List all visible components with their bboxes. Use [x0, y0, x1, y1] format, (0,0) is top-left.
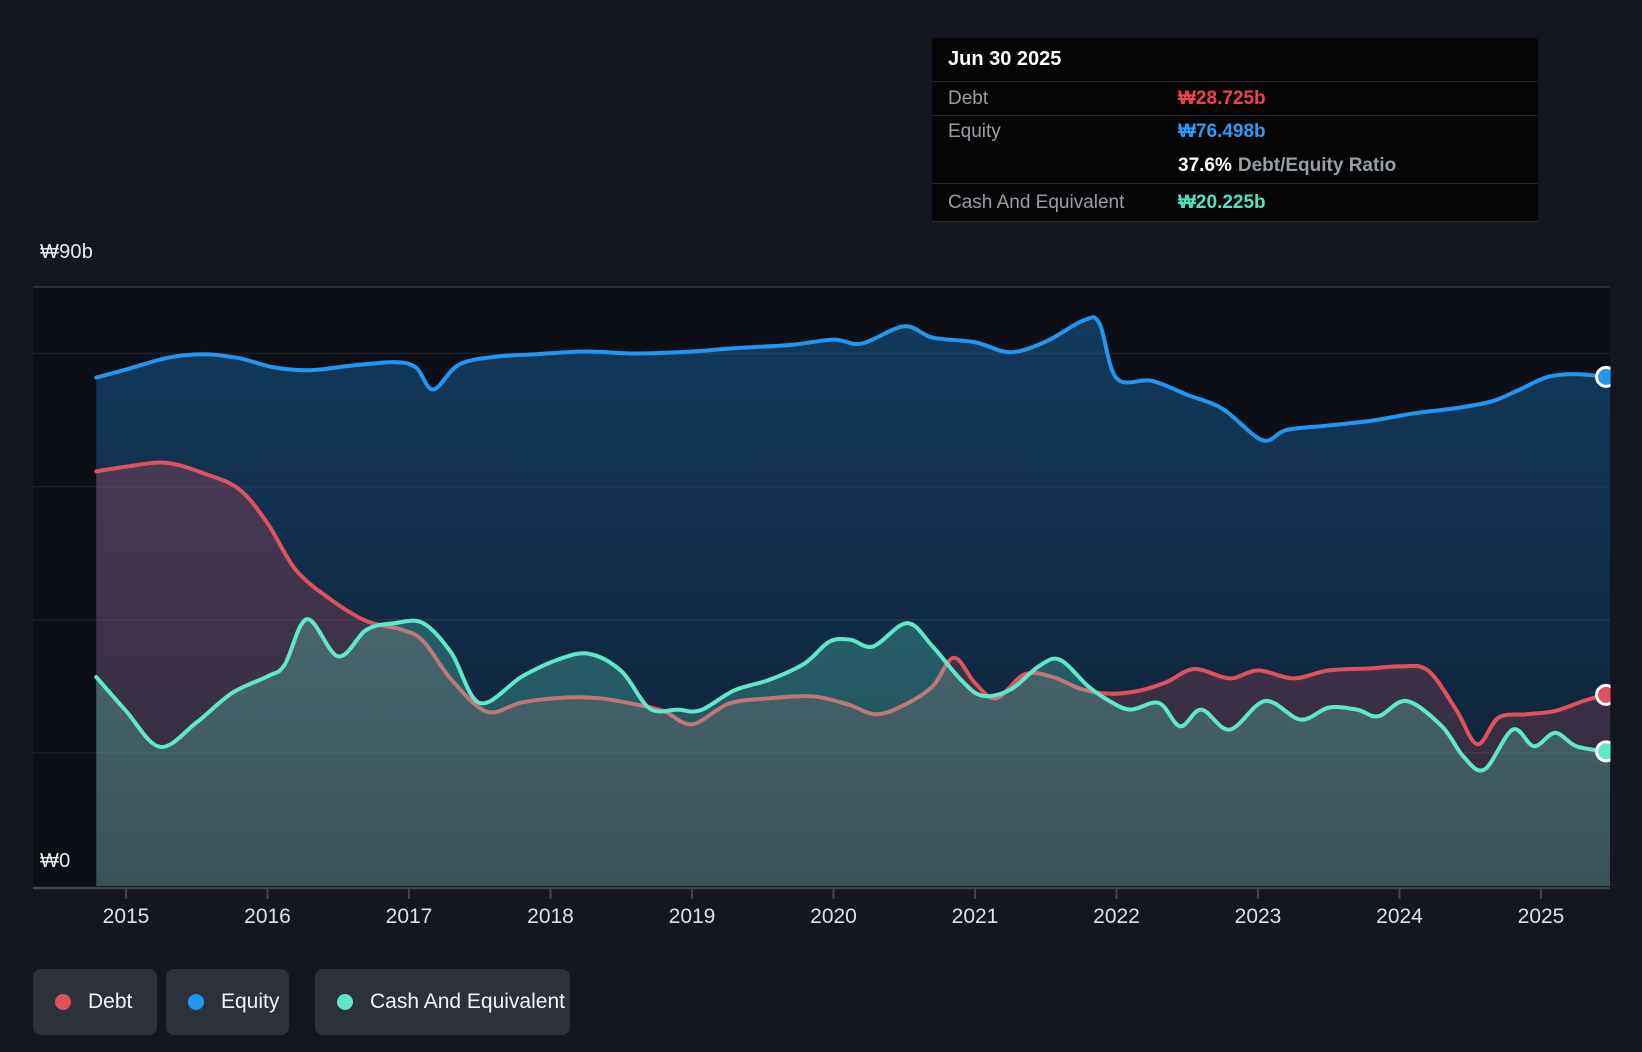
legend-button-equity[interactable]: Equity: [166, 969, 289, 1035]
tooltip-debt-value: ₩28.725b: [1178, 88, 1266, 110]
tooltip-ratio-label: Debt/Equity Ratio: [1238, 155, 1396, 176]
legend-cash-label: Cash And Equivalent: [370, 990, 565, 1014]
tooltip-cash-label: Cash And Equivalent: [948, 192, 1124, 214]
tooltip-debt-label: Debt: [948, 88, 988, 110]
cash-dot-icon: [337, 994, 353, 1010]
legend-button-cash[interactable]: Cash And Equivalent: [315, 969, 570, 1035]
legend-debt-label: Debt: [88, 990, 132, 1014]
x-axis-year-label-2025: 2025: [1518, 905, 1565, 928]
chart-tooltip: Jun 30 2025 Debt ₩28.725b Equity ₩76.498…: [932, 38, 1538, 222]
tooltip-row-ratio: 37.6% Debt/Equity Ratio: [932, 148, 1538, 184]
tooltip-equity-label: Equity: [948, 121, 1001, 143]
tooltip-date: Jun 30 2025: [932, 38, 1538, 82]
x-axis-year-label-2024: 2024: [1376, 905, 1423, 928]
tooltip-row-debt: Debt ₩28.725b: [932, 82, 1538, 116]
x-axis-year-label-2018: 2018: [527, 905, 574, 928]
tooltip-ratio-value: 37.6%: [1178, 155, 1232, 176]
tooltip-cash-value: ₩20.225b: [1178, 192, 1266, 214]
x-axis-year-label-2015: 2015: [103, 905, 150, 928]
debt-dot-icon: [55, 994, 71, 1010]
equity-dot-icon: [188, 994, 204, 1010]
y-axis-label-90b: ₩90b: [40, 241, 93, 264]
stacked-area-chart-page: 2015 2016 2017 2018 2019 2020 2021 2022 2023 2024…: [0, 0, 1642, 1052]
x-axis-year-label-2019: 2019: [669, 905, 716, 928]
tooltip-equity-value: ₩76.498b: [1178, 121, 1266, 143]
x-axis-year-label-2020: 2020: [810, 905, 857, 928]
tooltip-row-cash: Cash And Equivalent ₩20.225b: [932, 184, 1538, 222]
legend-equity-label: Equity: [221, 990, 279, 1014]
legend-button-debt[interactable]: Debt: [33, 969, 157, 1035]
x-axis-year-label-2022: 2022: [1093, 905, 1140, 928]
x-axis-year-label-2023: 2023: [1235, 905, 1282, 928]
x-axis-year-label-2021: 2021: [952, 905, 999, 928]
x-axis-year-label-2016: 2016: [244, 905, 291, 928]
right-margin: [1611, 0, 1642, 1052]
y-axis-label-0: ₩0: [40, 850, 70, 873]
x-axis-year-label-2017: 2017: [386, 905, 433, 928]
tooltip-row-equity: Equity ₩76.498b: [932, 116, 1538, 148]
